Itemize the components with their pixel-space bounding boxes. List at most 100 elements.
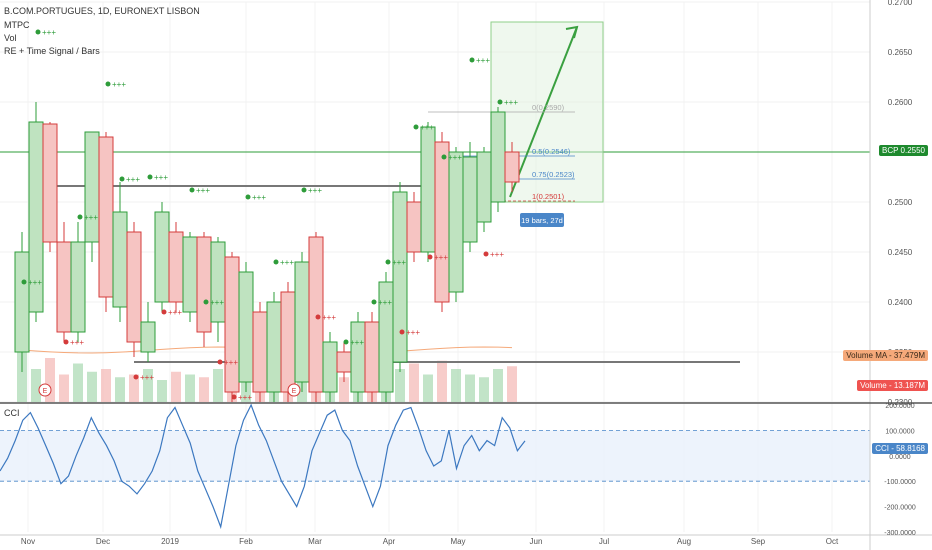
signal-dot [161, 309, 167, 315]
signal-dot [35, 29, 41, 35]
candle-body [238, 271, 254, 383]
signal-dot [483, 251, 489, 257]
signal-ticks: +++ [420, 123, 434, 132]
signal-dot [133, 374, 139, 380]
signal-dot [217, 359, 223, 365]
signal-ticks: +++ [210, 298, 224, 307]
signal-ticks: +++ [406, 328, 420, 337]
signal-dot [371, 299, 377, 305]
indicator-vol-label[interactable]: Vol [4, 33, 17, 43]
signal-ticks: +++ [154, 173, 168, 182]
candle-body [364, 321, 380, 393]
signal-ticks: +++ [140, 373, 154, 382]
volume-bar [45, 358, 55, 402]
candle-body [140, 321, 156, 353]
price-tick-label: 0.2600 [888, 98, 913, 107]
fib-level-label: 1(0.2501) [532, 192, 565, 201]
cci-tag-value: 58.8168 [896, 444, 925, 453]
signal-dot [497, 99, 503, 105]
candle-body [126, 231, 142, 343]
signal-dot [301, 187, 307, 193]
volume-bar [157, 380, 167, 402]
time-tick-label: Mar [308, 537, 322, 546]
volume-bar [17, 352, 27, 402]
signal-dot [413, 124, 419, 130]
range-badge-text: 19 bars, 27d [521, 216, 563, 225]
signal-markers: E E +++ +++ +++ +++ +++ +++ +++ +++ +++ +++ +++ +++ ++… [21, 28, 518, 402]
candle-body [266, 301, 282, 393]
candle-body [168, 231, 184, 303]
indicator-mtpc-label[interactable]: MTPC [4, 20, 30, 30]
signal-dot [385, 259, 391, 265]
signal-ticks: +++ [238, 393, 252, 402]
candle-body [182, 236, 198, 313]
time-tick-label: Aug [677, 537, 691, 546]
volume-bar [465, 374, 475, 402]
volume-bar [213, 369, 223, 402]
volume-tag-value: 13.187M [893, 381, 925, 390]
earnings-marker-circle [38, 383, 52, 397]
time-tick-label: May [450, 537, 465, 546]
symbol-title[interactable]: B.COM.PORTUGUES, 1D, EURONEXT LISBON [4, 6, 200, 16]
signal-ticks: +++ [448, 153, 462, 162]
candle-body [294, 261, 310, 383]
range-badge-bg [520, 213, 564, 227]
cci-pane-title[interactable]: CCI [4, 408, 20, 418]
time-tick-label: Feb [239, 537, 253, 546]
cci-tick-label: -100.0000 [884, 479, 916, 486]
signal-ticks: +++ [476, 56, 490, 65]
cci-tick-label: -300.0000 [884, 530, 916, 537]
signal-dot [63, 339, 69, 345]
volume-bar [451, 369, 461, 402]
candle-body [196, 236, 212, 333]
cci-tick-label: 200.0000 [885, 403, 914, 410]
signal-ticks: +++ [392, 258, 406, 267]
volume-bar [73, 363, 83, 402]
signal-dot [105, 81, 111, 87]
signal-ticks: +++ [84, 213, 98, 222]
signal-dot [77, 214, 83, 220]
volume-tag: Volume - 13.187M [857, 380, 928, 391]
signal-ticks: +++ [196, 186, 210, 195]
price-tick-label: 0.2400 [888, 298, 913, 307]
time-tick-label: Dec [96, 537, 110, 546]
bcp-tag-value: 0.2550 [900, 146, 925, 155]
indicator-signal-label[interactable]: RE + Time Signal / Bars [4, 46, 100, 56]
cci-tick-label: 0.0000 [889, 454, 911, 461]
candle-body [420, 126, 436, 253]
candle-body [434, 141, 450, 303]
cci-band [0, 430, 870, 482]
signal-ticks: +++ [490, 250, 504, 259]
candle-body [462, 156, 478, 243]
volume-bar [129, 374, 139, 402]
candle-series [14, 102, 520, 402]
signal-ticks: +++ [70, 338, 84, 347]
candle-body [322, 341, 338, 393]
candle-body [70, 241, 86, 333]
candle-body [84, 131, 100, 243]
candle-body [224, 256, 240, 393]
price-tick-label: 0.2700 [888, 0, 913, 7]
signal-dot [427, 254, 433, 260]
earnings-marker-text: E [43, 388, 48, 395]
volume-ma-tag-label: Volume MA [846, 351, 887, 360]
signal-dot [21, 279, 27, 285]
volume-bar [437, 360, 447, 402]
signal-ticks: +++ [434, 253, 448, 262]
candle-body [350, 321, 366, 393]
bcp-price-tag: BCP 0.2550 [878, 145, 928, 156]
volume-bar [199, 377, 209, 402]
time-tick-label: Jun [530, 537, 543, 546]
candle-body [504, 151, 520, 183]
volume-bar [493, 369, 503, 402]
candle-body [490, 111, 506, 203]
candle-body [112, 211, 128, 308]
candle-body [406, 201, 422, 253]
volume-ma-tag-value: 37.479M [893, 351, 925, 360]
signal-dot [119, 176, 125, 182]
candle-body [336, 351, 352, 373]
time-tick-label: Oct [826, 537, 839, 546]
time-tick-label: Sep [751, 537, 766, 546]
